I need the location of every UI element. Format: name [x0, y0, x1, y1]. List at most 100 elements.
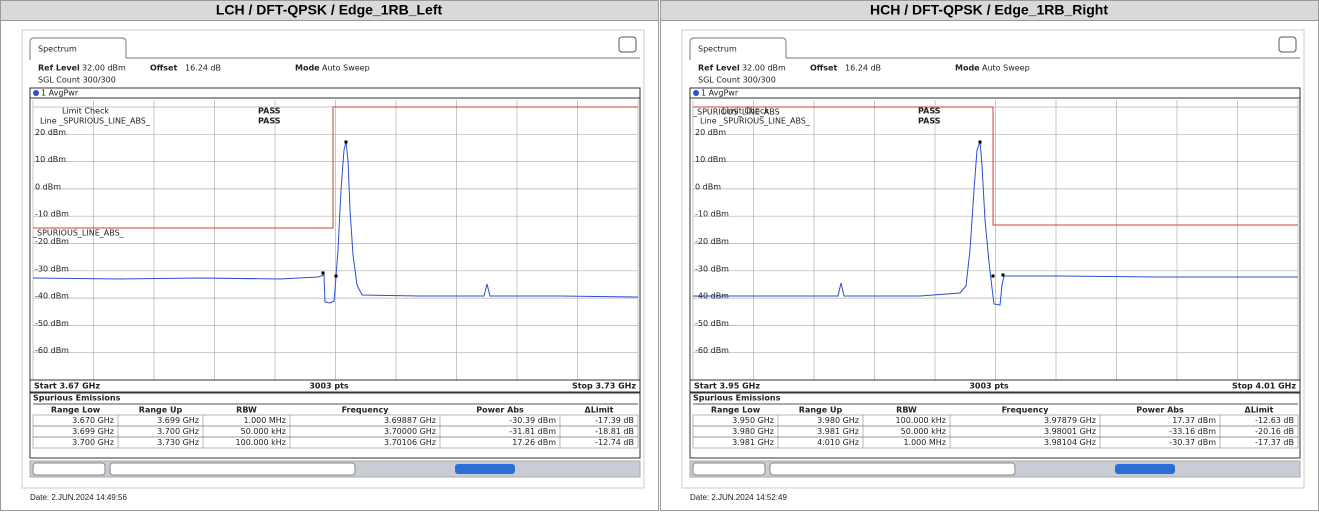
stop: Stop 3.73 GHz: [572, 382, 636, 391]
cell: 3.699 GHz: [72, 427, 114, 436]
pass: PASS: [258, 117, 281, 126]
cell: -30.39 dBm: [509, 416, 556, 425]
info: Auto Sweep: [982, 64, 1030, 73]
limit-line-name: Line _SPURIOUS_LINE_ABS_: [40, 117, 151, 126]
cell: -18.81 dB: [595, 427, 634, 436]
pass: PASS: [918, 107, 941, 116]
cell: 3.981 GHz: [732, 438, 774, 447]
column-header: Frequency: [342, 406, 390, 415]
cell: -17.37 dB: [1255, 438, 1294, 447]
y-label: -20 dBm: [35, 237, 69, 246]
info: SGL Count 300/300: [698, 76, 776, 85]
header: HCH / DFT-QPSK / Edge_1RB_Right: [870, 2, 1108, 18]
info: SGL Count 300/300: [38, 76, 116, 85]
column-header: Power Abs: [1136, 406, 1184, 415]
y-label: -10 dBm: [35, 210, 69, 219]
screen: [21, 29, 645, 489]
screen: [681, 29, 1305, 489]
start: Start 3.95 GHz: [694, 382, 760, 391]
row-box: [692, 436, 1299, 449]
trace-dot: [693, 90, 699, 96]
cell: 3.70106 GHz: [384, 438, 436, 447]
date: Date: 2.JUN.2024 14:52:49: [690, 493, 788, 502]
cell: 3.670 GHz: [72, 416, 114, 425]
table-frame: [29, 392, 641, 459]
y-label: 0 dBm: [35, 182, 61, 191]
marker: [1001, 273, 1005, 277]
tab: [689, 37, 1300, 60]
cell: 3.98104 GHz: [1044, 438, 1096, 447]
y-label: -20 dBm: [695, 237, 729, 246]
limit-check: Limit Check: [722, 107, 769, 116]
line-label: _SPURIOUS_LINE_ABS_: [32, 229, 125, 238]
trace-label: 1 AvgPwr: [701, 89, 739, 98]
column-header: Frequency: [1002, 406, 1050, 415]
column-header: Range Low: [51, 406, 101, 415]
graph-frame: [689, 87, 1301, 393]
cell: 3.97879 GHz: [1044, 416, 1096, 425]
table-title: Spurious Emissions: [693, 394, 781, 403]
pass: PASS: [918, 117, 941, 126]
marker: [344, 140, 348, 144]
icon: [1278, 36, 1297, 53]
cell: 50.000 kHz: [901, 427, 946, 436]
trace-label: 1 AvgPwr: [41, 89, 79, 98]
graph-frame: [29, 87, 641, 393]
table-frame: [689, 392, 1301, 459]
status-field: [32, 462, 106, 476]
cell: -31.81 dBm: [509, 427, 556, 436]
info: 32.00 dBm: [82, 64, 126, 73]
cell: -20.16 dB: [1255, 427, 1294, 436]
marker: [321, 271, 325, 275]
y-label: -30 dBm: [695, 264, 729, 273]
points: 3003 pts: [969, 382, 1009, 391]
cell: 1.000 MHz: [903, 438, 946, 447]
info: 16.24 dB: [185, 64, 221, 73]
points: 3003 pts: [309, 382, 349, 391]
y-label: 0 dBm: [695, 182, 721, 191]
info: Ref Level: [698, 64, 740, 73]
info: Mode: [295, 64, 320, 73]
cell: 50.000 kHz: [241, 427, 286, 436]
pass: PASS: [258, 107, 281, 116]
cell: 1.000 MHz: [243, 416, 286, 425]
panel: LCH / DFT-QPSK / Edge_1RB_Left Spectrum Re…: [0, 0, 659, 511]
y-label: 20 dBm: [695, 128, 726, 137]
column-header: ΔLimit: [585, 406, 614, 415]
cell: -12.63 dB: [1255, 416, 1294, 425]
y-label: 10 dBm: [695, 155, 726, 164]
marker: [991, 274, 995, 278]
icon: [618, 36, 637, 53]
cell: 100.000 kHz: [236, 438, 286, 447]
info: 32.00 dBm: [742, 64, 786, 73]
start: Start 3.67 GHz: [34, 382, 100, 391]
column-header: Range Up: [139, 406, 183, 415]
progress: [1115, 464, 1175, 474]
tab: [29, 37, 640, 60]
info: Auto Sweep: [322, 64, 370, 73]
column-header: ΔLimit: [1245, 406, 1274, 415]
header: LCH / DFT-QPSK / Edge_1RB_Left: [216, 2, 443, 18]
row-box: [32, 436, 639, 449]
stop: Stop 4.01 GHz: [1232, 382, 1296, 391]
info: Mode: [955, 64, 980, 73]
info: 16.24 dB: [845, 64, 881, 73]
y-label: -30 dBm: [35, 264, 69, 273]
trace: [32, 141, 639, 304]
status-field: [769, 462, 1016, 476]
cell: 3.980 GHz: [732, 427, 774, 436]
cell: 3.980 GHz: [817, 416, 859, 425]
status-field: [692, 462, 766, 476]
cell: 3.70000 GHz: [384, 427, 436, 436]
info: Offset: [810, 64, 837, 73]
tab-label: Spectrum: [698, 45, 737, 54]
cell: 3.730 GHz: [157, 438, 199, 447]
marker: [978, 140, 982, 144]
line-label: _SPURIOUS_LINE_ABS: [692, 108, 780, 117]
limit-line: [693, 106, 1298, 226]
cell: 3.699 GHz: [157, 416, 199, 425]
cell: 4.010 GHz: [817, 438, 859, 447]
y-label: 10 dBm: [35, 155, 66, 164]
y-label: -60 dBm: [695, 346, 729, 355]
